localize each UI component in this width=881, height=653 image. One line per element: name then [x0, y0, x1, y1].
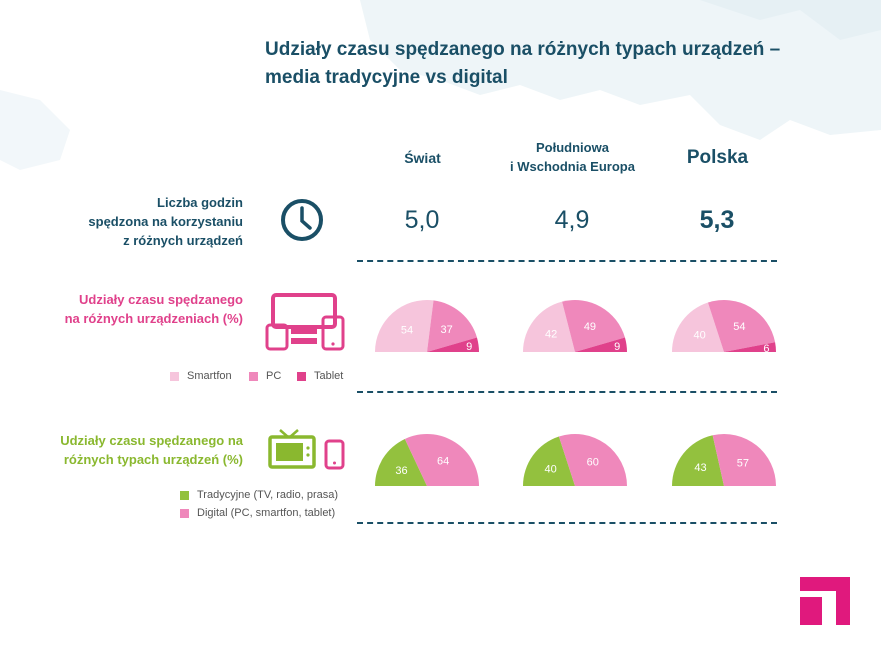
- legend-tablet: Tablet: [297, 370, 343, 382]
- legend-swatch-smartfon: [170, 371, 179, 381]
- legend-digital: Digital (PC, smartfon, tablet): [180, 507, 335, 519]
- row-label-types: Udziały czasu spędzanego na różnych typa…: [60, 433, 243, 467]
- legend-swatch-tradycyjne: [180, 490, 189, 500]
- page-title: Udziały czasu spędzanego na różnych typa…: [265, 39, 781, 88]
- tv-phone-icon: [268, 428, 348, 475]
- legend-pc: PC: [249, 370, 281, 382]
- brand-logo-icon: [800, 577, 850, 630]
- divider-2: [357, 391, 777, 393]
- column-header-swiat: Świat: [404, 150, 441, 166]
- divider-3: [357, 522, 777, 524]
- column-header-poludniowa-wschodnia-europa: Południowa i Wschodnia Europa: [510, 140, 635, 174]
- row-label-devices: Udziały czasu spędzanego na różnych urzą…: [64, 292, 243, 326]
- legend-label-pc: PC: [266, 370, 282, 382]
- legend-smartfon: Smartfon: [170, 370, 232, 382]
- legend-label-smartfon: Smartfon: [187, 370, 232, 382]
- legend-swatch-tablet: [297, 371, 306, 381]
- hours-poludniowa-wschodnia-europa: 4,9: [554, 206, 590, 234]
- hours-swiat: 5,0: [404, 206, 440, 234]
- legend-label-tradycyjne: Tradycyjne (TV, radio, prasa): [197, 489, 339, 501]
- devices-icon: [265, 292, 347, 357]
- legend-label-tablet: Tablet: [314, 370, 344, 382]
- legend-label-digital: Digital (PC, smartfon, tablet): [197, 507, 336, 519]
- divider-1: [357, 260, 777, 262]
- row-label-hours: Liczba godzin spędzona na korzystaniu z …: [88, 195, 243, 248]
- clock-icon: [280, 198, 324, 247]
- hours-polska: 5,3: [699, 206, 735, 234]
- legend-tradycyjne: Tradycyjne (TV, radio, prasa): [180, 489, 338, 501]
- column-header-polska: Polska: [686, 147, 749, 168]
- legend-swatch-digital: [180, 508, 189, 518]
- legend-swatch-pc: [249, 371, 258, 381]
